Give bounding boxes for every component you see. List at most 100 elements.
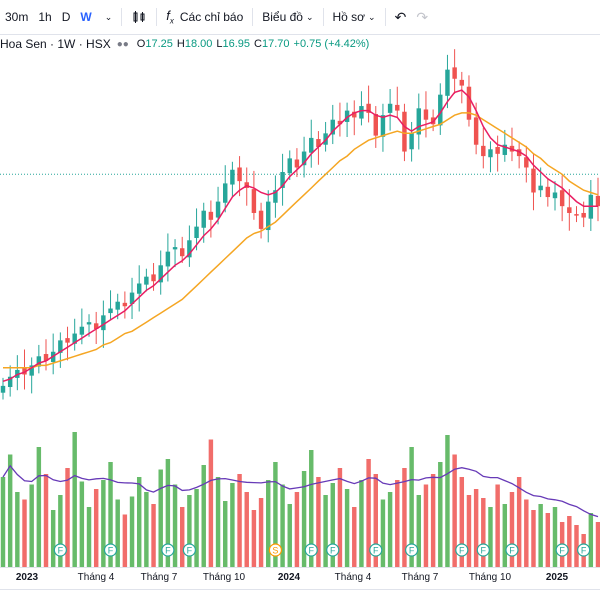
interval-1h-button[interactable]: 1h (38, 10, 52, 24)
candle-body (459, 79, 465, 86)
candle-body (215, 201, 221, 218)
candle-body (524, 157, 529, 168)
event-marker (455, 543, 469, 557)
interval-30m-button[interactable]: 30m (5, 10, 29, 24)
candle-body (352, 111, 357, 118)
indicators-label: Các chỉ báo (179, 10, 244, 24)
candle-body (395, 104, 400, 111)
candle-body (36, 356, 42, 367)
volume-bar (158, 469, 163, 567)
candlestick-icon (133, 11, 145, 23)
time-axis[interactable]: 2023 Tháng 4 Tháng 7 Tháng 10 2024 Tháng 4 Thá… (0, 567, 600, 590)
event-marker-label: F (373, 546, 379, 556)
candle-body (22, 367, 27, 375)
undo-button[interactable]: ↶ (390, 0, 412, 34)
volume-bar (481, 498, 486, 567)
legend-toggle-icon[interactable]: ●● (116, 38, 129, 50)
event-marker (577, 543, 591, 557)
volume-bar (380, 499, 386, 567)
volume-bar (574, 525, 579, 567)
volume-bar (330, 483, 335, 567)
candle-body (29, 365, 34, 376)
candle-body (122, 302, 128, 307)
candle-body (344, 110, 350, 122)
volume-bar (273, 462, 278, 567)
candle-body (136, 283, 142, 294)
chevron-down-icon: ⌄ (368, 11, 376, 22)
candle-body (129, 292, 135, 304)
function-icon: fx (166, 8, 174, 26)
volume-bar (316, 477, 321, 567)
volume-bar (0, 477, 6, 567)
redo-icon: ↷ (416, 8, 429, 25)
event-marker-label: S (272, 546, 278, 556)
indicators-button[interactable]: fx Các chỉ báo (161, 0, 248, 34)
symbol-title[interactable]: Hoa Sen · 1W · HSX (0, 37, 111, 51)
volume-bar (409, 447, 414, 567)
volume-bar (588, 513, 594, 567)
candle-body (402, 111, 407, 152)
event-marker (103, 543, 118, 557)
event-marker (304, 543, 318, 557)
volume-bar (567, 516, 572, 567)
top-toolbar: 30m 1h D W ⌄ fx Các chỉ báo Biểu đồ ⌄ Hồ sơ… (0, 0, 600, 35)
volume-bar (473, 489, 479, 567)
interval-group: 30m 1h D W (0, 0, 97, 34)
candle-body (538, 185, 543, 191)
volume-bar (445, 435, 450, 567)
candle-body (337, 120, 343, 125)
candle-body (7, 376, 13, 388)
volume-bar (165, 459, 171, 567)
candle-style-button[interactable] (126, 0, 152, 34)
candle-body (287, 158, 292, 174)
ma-slow-line (3, 112, 599, 369)
profile-menu-label: Hồ sơ (332, 10, 366, 24)
volume-bar (58, 495, 63, 567)
profile-menu-button[interactable]: Hồ sơ ⌄ (328, 0, 381, 34)
volume-bar (287, 504, 292, 567)
event-marker-label: F (165, 546, 171, 556)
event-marker (161, 543, 175, 557)
candle-body (115, 301, 120, 310)
time-axis-label: Tháng 7 (140, 572, 178, 583)
toolbar-divider (252, 8, 254, 26)
volume-bar (323, 495, 328, 567)
candle-body (294, 159, 300, 168)
volume-bar (172, 484, 178, 567)
candle-body (581, 212, 586, 218)
chart-menu-button[interactable]: Biểu đồ ⌄ (257, 0, 318, 34)
candle-body (144, 276, 149, 285)
candle-body (201, 210, 206, 228)
candle-body (359, 106, 364, 119)
interval-dropdown-button[interactable]: ⌄ (97, 0, 118, 34)
chevron-down-icon: ⌄ (305, 11, 314, 22)
event-marker (555, 543, 569, 557)
event-marker-label: F (309, 546, 315, 556)
interval-d-button[interactable]: D (61, 10, 71, 24)
redo-button[interactable]: ↷ (411, 0, 433, 34)
event-marker-label: F (581, 546, 587, 556)
event-marker (505, 543, 519, 557)
volume-bar (36, 447, 42, 567)
candle-body (208, 211, 214, 220)
volume-bar (430, 474, 436, 567)
volume-bar (309, 450, 314, 567)
volume-bar (237, 474, 242, 567)
volume-bar (416, 495, 422, 567)
volume-bar (258, 498, 264, 567)
volume-bar (144, 492, 149, 567)
volume-bar (72, 432, 77, 567)
volume-bar (337, 468, 343, 567)
volume-bar (366, 459, 371, 567)
candle-body (438, 94, 443, 126)
volume-bar (524, 499, 529, 567)
close-value: 17.70 (261, 38, 290, 50)
volume-bar (201, 465, 206, 567)
interval-w-button[interactable]: W (80, 10, 92, 24)
volume-bar (86, 507, 92, 567)
volume-bar (344, 489, 350, 567)
candle-body (251, 189, 257, 213)
candle-body (301, 151, 307, 166)
time-axis-label: Tháng 7 (401, 572, 439, 583)
